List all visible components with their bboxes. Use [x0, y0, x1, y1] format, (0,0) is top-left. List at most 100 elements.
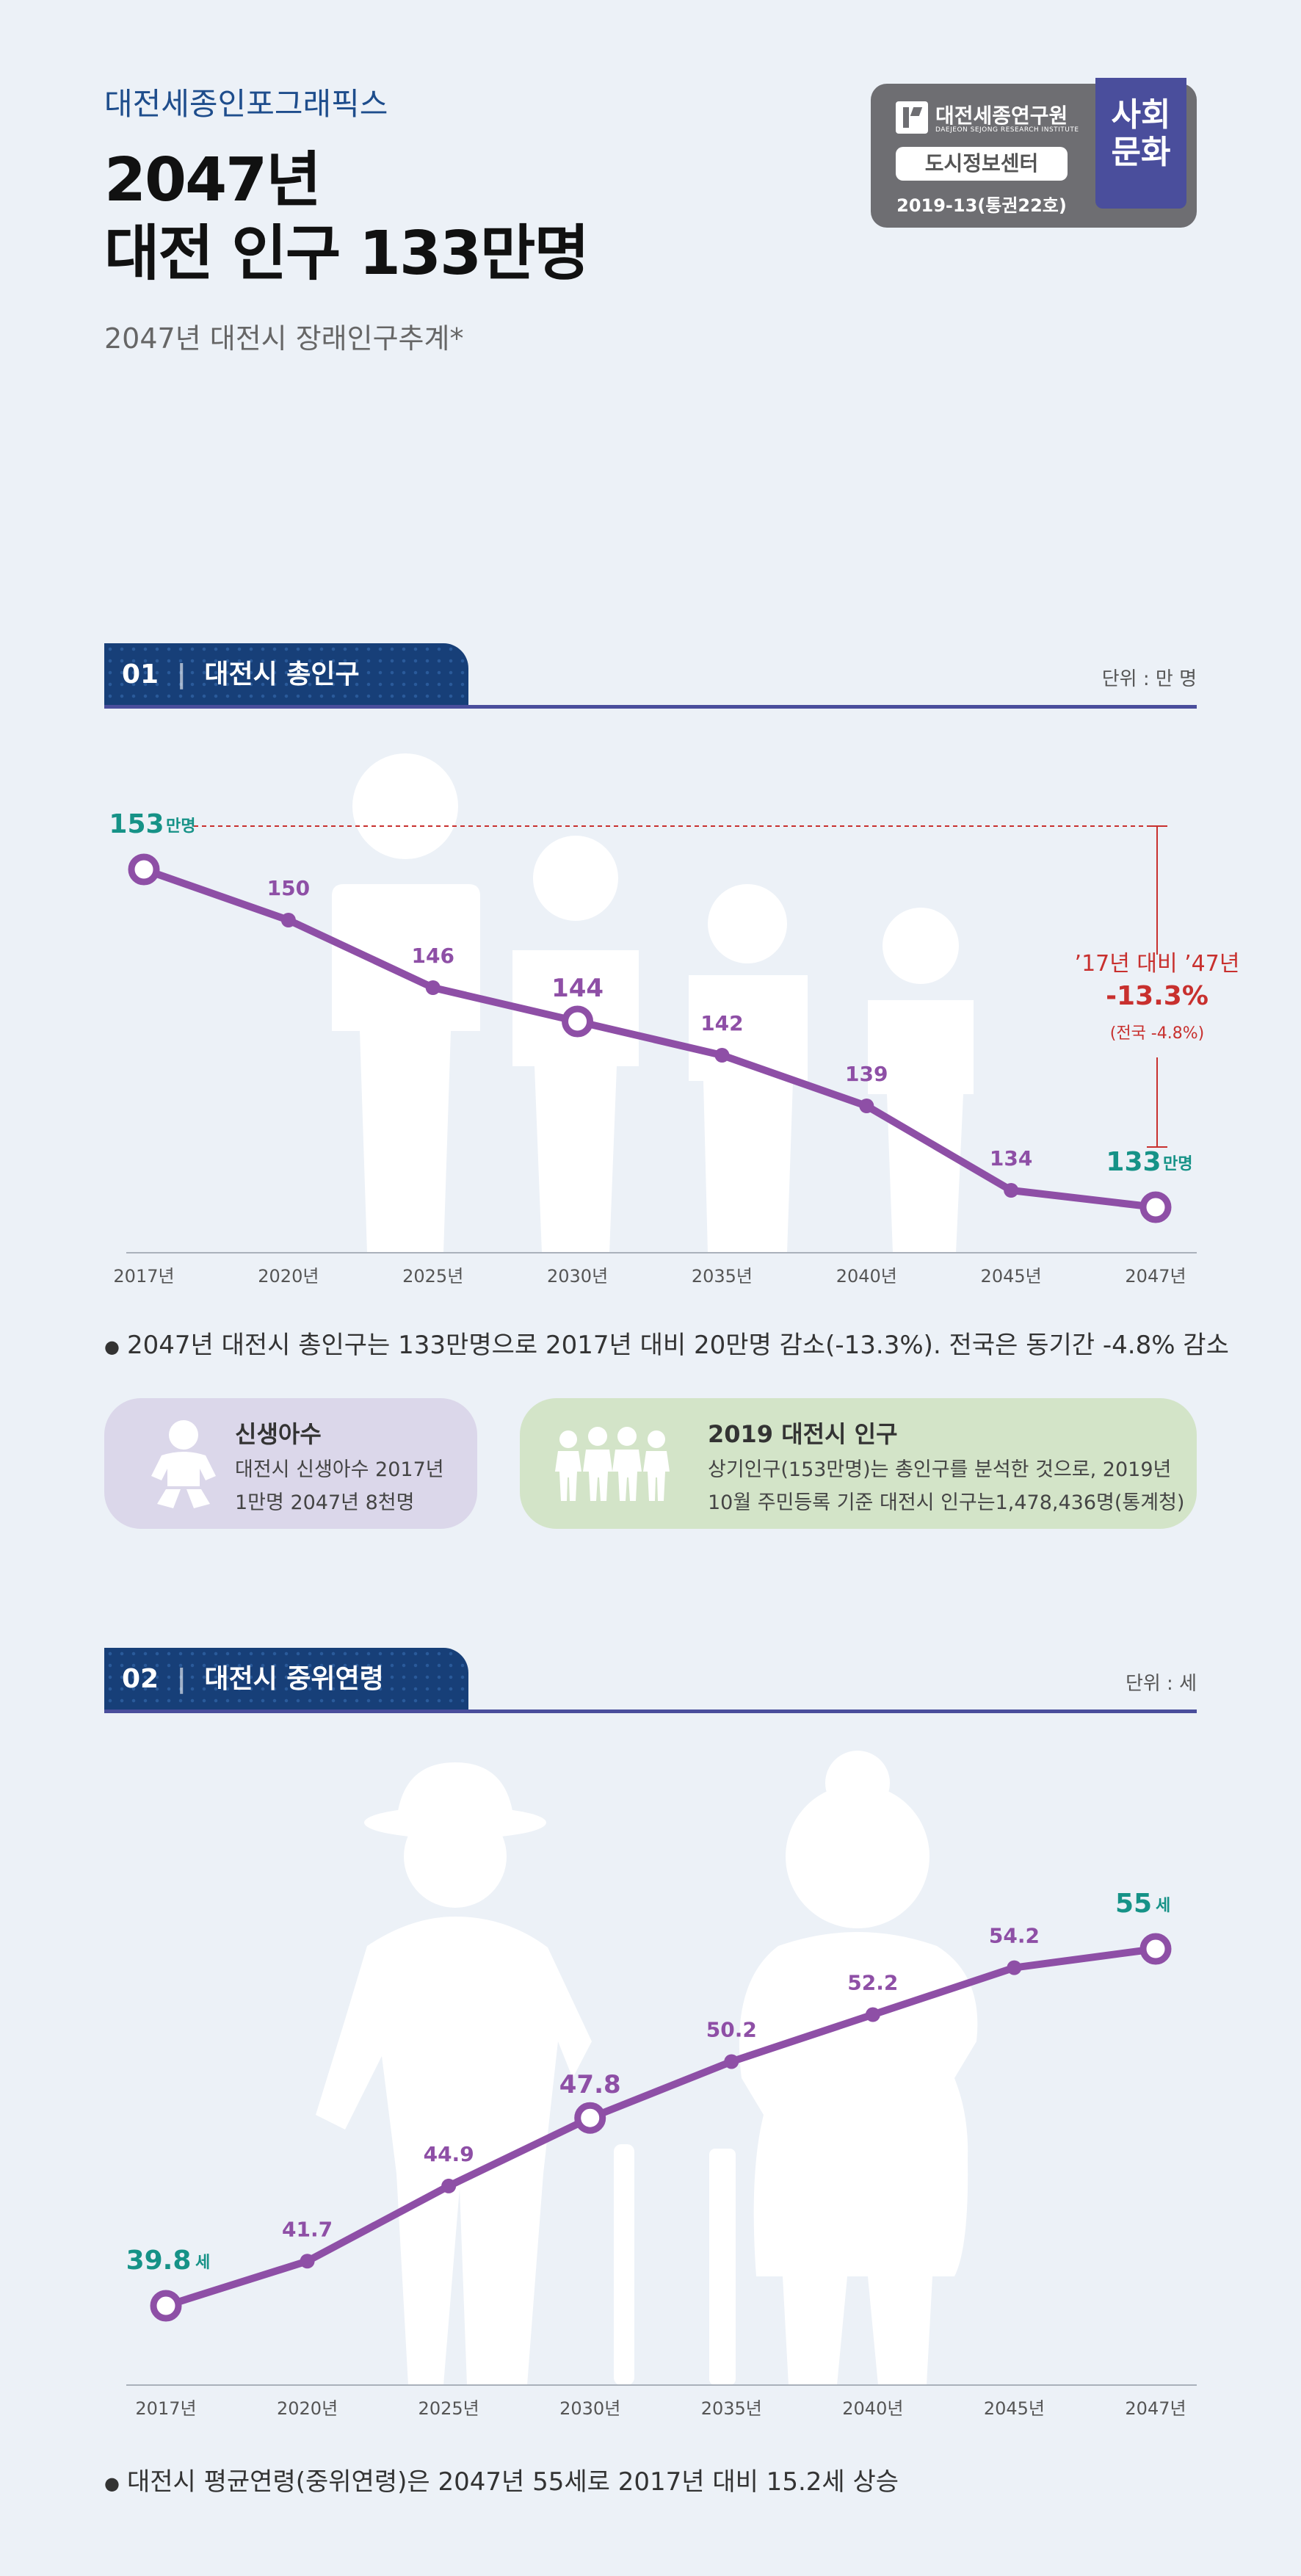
data-point [280, 913, 296, 927]
x-tick-label: 2020년 [277, 2398, 338, 2419]
data-point [859, 1099, 874, 1113]
x-tick-label: 2035년 [701, 2398, 762, 2419]
annotation-national: (전국 -4.8%) [1110, 1024, 1204, 1043]
data-point-highlight [128, 853, 160, 886]
annotation-change: -13.3% [1106, 981, 1208, 1011]
institute-logo-box: 대전세종연구원 DAEJEON SEJONG RESEARCH INSTITUT… [871, 78, 1197, 228]
data-label-end: 153 [109, 809, 164, 839]
title-line-2: 대전 인구 133만명 [104, 219, 590, 289]
data-point [425, 980, 441, 995]
section-1-divider [104, 705, 1197, 709]
section-2-divider [104, 1710, 1197, 1713]
section-2-tab: 02 | 대전시 중위연령 [104, 1648, 468, 1711]
data-label: 52.2 [847, 1971, 898, 1995]
data-label: 41.7 [282, 2217, 333, 2241]
x-tick-label: 2045년 [981, 1266, 1042, 1287]
data-label-unit: 만명 [1163, 1155, 1192, 1173]
section-2-unit: 단위 : 세 [1125, 1673, 1197, 1695]
series-line [140, 866, 1159, 1211]
section-2-title: 대전시 중위연령 [204, 1664, 384, 1694]
institute-name: 대전세종연구원 [935, 104, 1068, 128]
newborn-card-line-1: 대전시 신생아수 2017년 [235, 1458, 444, 1481]
category-line-2: 문화 [1111, 133, 1171, 171]
baby-icon [151, 1420, 216, 1508]
section-1-title: 대전시 총인구 [204, 659, 360, 690]
data-point [865, 2007, 880, 2022]
data-label: 150 [267, 876, 310, 900]
data-point-highlight [1139, 1191, 1172, 1223]
x-tick-label: 2020년 [258, 1266, 319, 1287]
series-label: 대전세종인포그래픽스 [104, 86, 388, 122]
population-2019-card-line-1: 상기인구(153만명)는 총인구를 분석한 것으로, 2019년 [708, 1458, 1172, 1481]
x-tick-label: 2035년 [692, 1266, 753, 1287]
data-point-highlight [1139, 1933, 1172, 1965]
data-point-highlight [150, 2290, 182, 2322]
x-tick-label: 2017년 [113, 1266, 174, 1287]
page-title: 2047년 대전 인구 133만명 [104, 144, 590, 291]
data-label: 134 [990, 1146, 1032, 1171]
population-chart: ’17년 대비 ’47년 -13.3% (전국 -4.8%) 153 만명1501… [109, 753, 1240, 1287]
x-tick-label: 2030년 [547, 1266, 608, 1287]
data-label: 54.2 [989, 1924, 1040, 1948]
issue-number: 2019-13(통권22호) [896, 195, 1067, 216]
section-1-tab: 01 | 대전시 총인구 [104, 643, 468, 706]
data-point [300, 2254, 315, 2269]
population-2019-card-line-2: 10월 주민등록 기준 대전시 인구는1,478,436명(통계청) [708, 1491, 1185, 1514]
section-2-note: ● 대전시 평균연령(중위연령)은 2047년 55세로 2017년 대비 15.… [104, 2467, 899, 2497]
section-1-note-text: 2047년 대전시 총인구는 133만명으로 2017년 대비 20만명 감소(… [126, 1331, 1229, 1360]
data-point [714, 1048, 730, 1063]
series-line [162, 1945, 1159, 2309]
data-label: 144 [551, 974, 604, 1003]
newborn-card-title: 신생아수 [235, 1420, 322, 1448]
annotation-period: ’17년 대비 ’47년 [1075, 951, 1240, 977]
institute-name-en: DAEJEON SEJONG RESEARCH INSTITUTE [935, 126, 1079, 134]
data-label-end: 39.8 [126, 2246, 192, 2276]
title-line-1: 2047년 [104, 145, 322, 215]
data-label-unit: 만명 [166, 817, 195, 836]
institute-logo-icon [896, 101, 928, 134]
newborn-card: 신생아수 대전시 신생아수 2017년 1만명 2047년 8천명 [104, 1398, 477, 1529]
population-2019-card-text: 상기인구(153만명)는 총인구를 분석한 것으로, 2019년 10월 주민등… [708, 1454, 1184, 1519]
section-1-note: ● 2047년 대전시 총인구는 133만명으로 2017년 대비 20만명 감소… [104, 1331, 1229, 1360]
data-label: 50.2 [706, 2017, 757, 2041]
data-point-highlight [574, 2102, 606, 2134]
data-point [441, 2178, 457, 2193]
x-tick-label: 2017년 [135, 2398, 196, 2419]
data-point [724, 2054, 739, 2069]
category-badge: 사회 문화 [1095, 78, 1186, 209]
data-label-unit: 세 [1156, 1897, 1170, 1915]
population-2019-card: 2019 대전시 인구 상기인구(153만명)는 총인구를 분석한 것으로, 2… [520, 1398, 1197, 1529]
population-2019-card-title: 2019 대전시 인구 [708, 1420, 898, 1448]
x-tick-label: 2025년 [402, 1266, 463, 1287]
people-icon [555, 1427, 670, 1501]
x-tick-label: 2025년 [418, 2398, 479, 2419]
x-tick-label: 2047년 [1125, 1266, 1186, 1287]
x-tick-label: 2047년 [1125, 2398, 1186, 2419]
data-label-end: 133 [1106, 1147, 1161, 1177]
data-label: 146 [411, 944, 454, 968]
data-point [1004, 1183, 1019, 1198]
category-line-1: 사회 [1111, 96, 1171, 134]
section-1-unit: 단위 : 만 명 [1101, 668, 1197, 690]
data-point-highlight [562, 1005, 594, 1038]
page-subtitle: 2047년 대전시 장래인구추계* [104, 322, 464, 355]
data-label: 47.8 [559, 2070, 621, 2099]
data-label-end: 55 [1115, 1889, 1152, 1919]
newborn-card-text: 대전시 신생아수 2017년 1만명 2047년 8천명 [235, 1454, 444, 1519]
section-1-number: 01 [122, 659, 159, 690]
x-tick-label: 2045년 [984, 2398, 1045, 2419]
newborn-card-line-2: 1만명 2047년 8천명 [235, 1491, 415, 1514]
center-name: 도시정보센터 [896, 147, 1068, 181]
x-tick-label: 2030년 [559, 2398, 620, 2419]
section-2-note-text: 대전시 평균연령(중위연령)은 2047년 55세로 2017년 대비 15.2… [126, 2467, 899, 2497]
data-label-unit: 세 [195, 2254, 210, 2272]
section-2-number: 02 [122, 1664, 159, 1694]
data-label: 142 [700, 1011, 743, 1035]
data-label: 139 [845, 1062, 888, 1086]
data-label: 44.9 [424, 2142, 474, 2166]
x-tick-label: 2040년 [842, 2398, 903, 2419]
data-point [1007, 1960, 1022, 1975]
x-tick-label: 2040년 [836, 1266, 897, 1287]
elderly-couple-silhouette [316, 1751, 978, 2385]
